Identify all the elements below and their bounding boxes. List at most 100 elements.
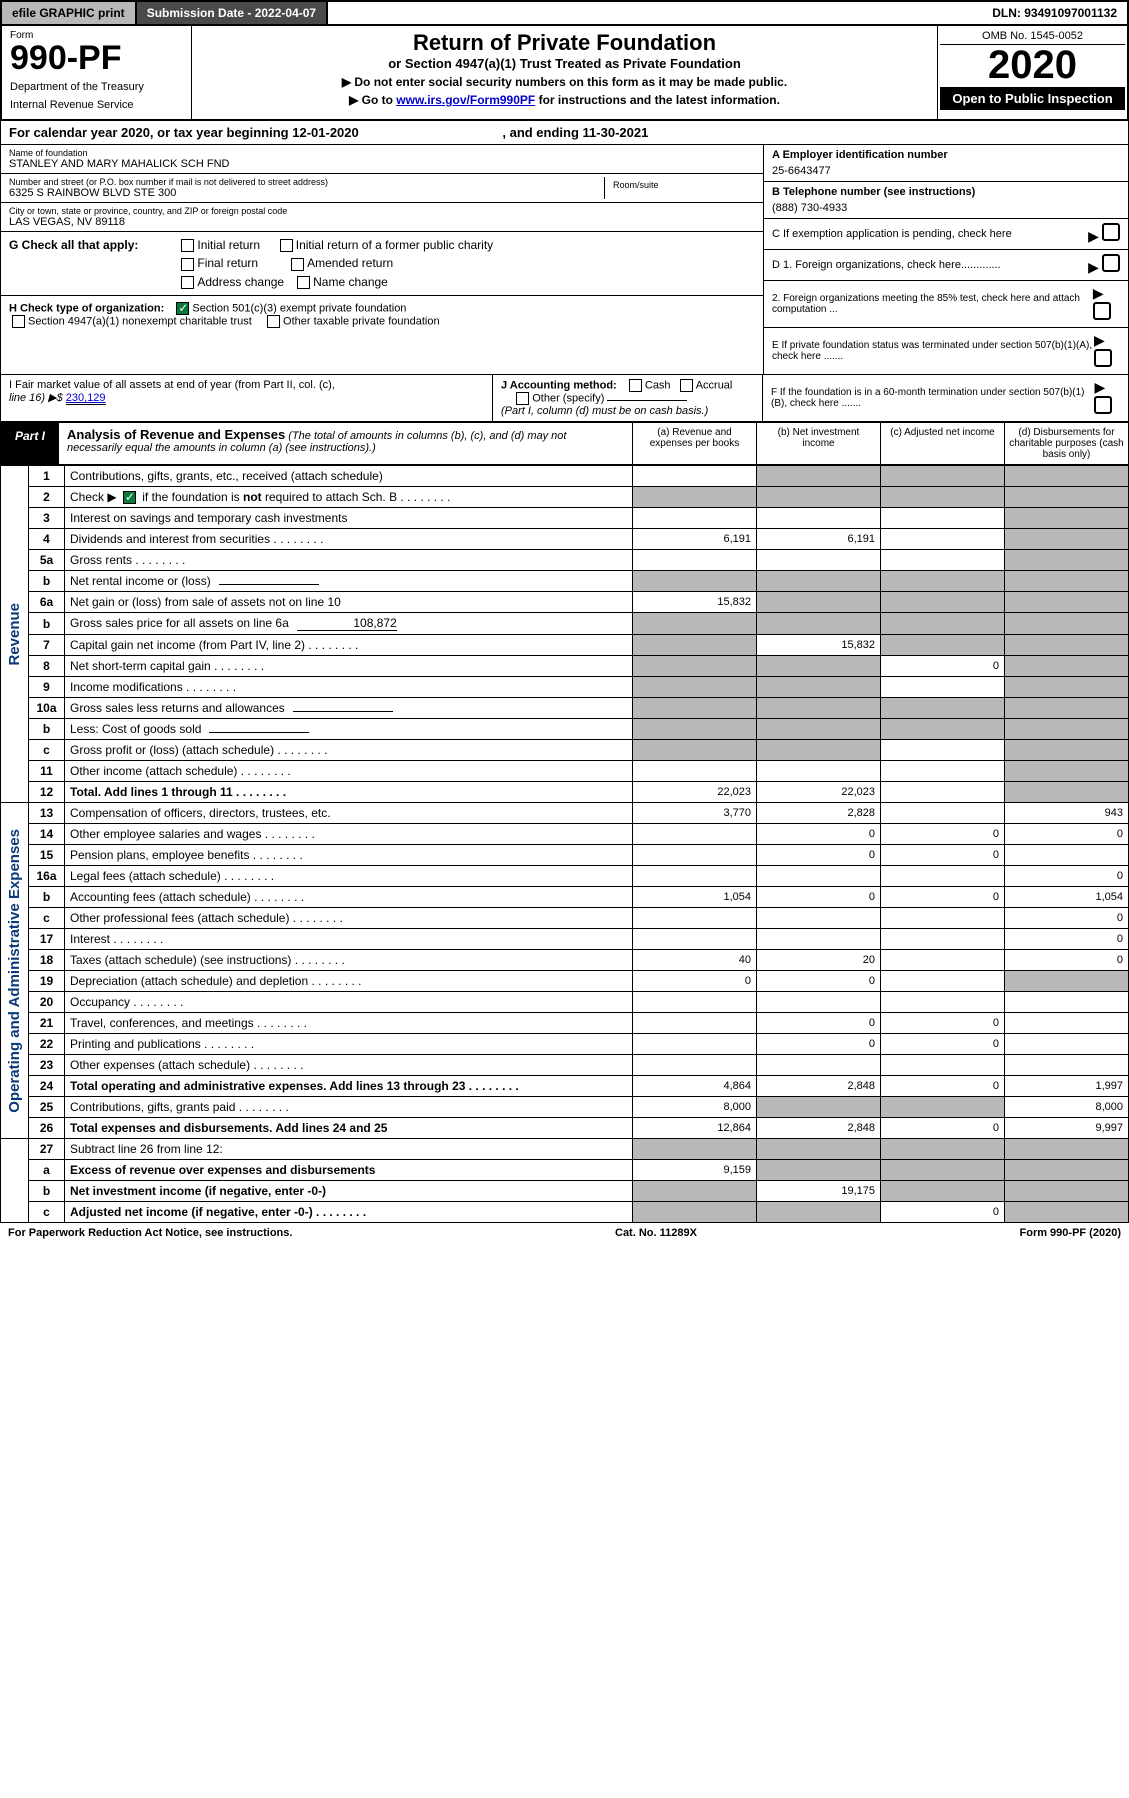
- amount-cell: [881, 950, 1005, 971]
- col-a-header: (a) Revenue and expenses per books: [632, 423, 756, 464]
- amount-cell: [1005, 592, 1129, 613]
- line-number: 22: [29, 1034, 65, 1055]
- submission-date: Submission Date - 2022-04-07: [137, 2, 328, 24]
- accrual-checkbox[interactable]: [680, 379, 693, 392]
- amount-cell: [881, 740, 1005, 761]
- subtitle: or Section 4947(a)(1) Trust Treated as P…: [202, 56, 927, 71]
- j-note: (Part I, column (d) must be on cash basi…: [501, 405, 708, 417]
- line-description: Gross sales price for all assets on line…: [65, 613, 633, 635]
- table-row: 19Depreciation (attach schedule) and dep…: [1, 971, 1129, 992]
- amount-cell: 0: [881, 845, 1005, 866]
- g-label: G Check all that apply:: [9, 238, 138, 252]
- amount-cell: 0: [1005, 929, 1129, 950]
- amount-cell: [1005, 845, 1129, 866]
- amount-cell: [757, 677, 881, 698]
- initial-return-checkbox[interactable]: [181, 239, 194, 252]
- room-label: Room/suite: [613, 180, 747, 190]
- amount-cell: [633, 466, 757, 487]
- table-row: 11Other income (attach schedule) . . . .…: [1, 761, 1129, 782]
- amount-cell: [881, 466, 1005, 487]
- ijf-row: I Fair market value of all assets at end…: [0, 375, 1129, 422]
- irs-label: Internal Revenue Service: [10, 99, 183, 111]
- amount-cell: [1005, 761, 1129, 782]
- amount-cell: [633, 550, 757, 571]
- amount-cell: 4,864: [633, 1076, 757, 1097]
- amount-cell: [881, 719, 1005, 740]
- table-row: 27Subtract line 26 from line 12:: [1, 1139, 1129, 1160]
- amount-cell: [757, 1160, 881, 1181]
- line-number: 13: [29, 803, 65, 824]
- line-description: Occupancy . . . . . . . .: [65, 992, 633, 1013]
- amount-cell: 0: [757, 824, 881, 845]
- amount-cell: [633, 992, 757, 1013]
- table-row: 6aNet gain or (loss) from sale of assets…: [1, 592, 1129, 613]
- amount-cell: 22,023: [633, 782, 757, 803]
- amount-cell: 0: [633, 971, 757, 992]
- amount-cell: [881, 487, 1005, 508]
- amount-cell: [757, 1202, 881, 1223]
- amount-cell: 0: [881, 1034, 1005, 1055]
- line16-label: line 16) ▶$: [9, 392, 66, 404]
- other-method-label: Other (specify): [532, 392, 604, 404]
- amount-cell: [757, 992, 881, 1013]
- final-return-checkbox[interactable]: [181, 258, 194, 271]
- other-method-checkbox[interactable]: [516, 392, 529, 405]
- line16-value[interactable]: 230,129: [66, 392, 106, 405]
- line-number: 12: [29, 782, 65, 803]
- amount-cell: [757, 866, 881, 887]
- schb-checkbox[interactable]: [123, 491, 136, 504]
- amount-cell: 2,848: [757, 1076, 881, 1097]
- f-checkbox[interactable]: [1094, 396, 1112, 414]
- efile-print-button[interactable]: efile GRAPHIC print: [2, 2, 137, 24]
- amount-cell: 40: [633, 950, 757, 971]
- d2-checkbox[interactable]: [1093, 302, 1111, 320]
- line-description: Check ▶ if the foundation is not require…: [65, 487, 633, 508]
- amount-cell: [633, 761, 757, 782]
- d1-checkbox[interactable]: [1102, 254, 1120, 272]
- form990pf-link[interactable]: www.irs.gov/Form990PF: [396, 93, 535, 107]
- line-description: Interest on savings and temporary cash i…: [65, 508, 633, 529]
- 501c3-checkbox[interactable]: [176, 302, 189, 315]
- other-taxable-label: Other taxable private foundation: [283, 315, 440, 327]
- amount-cell: [1005, 698, 1129, 719]
- amount-cell: [881, 508, 1005, 529]
- line-description: Net gain or (loss) from sale of assets n…: [65, 592, 633, 613]
- 4947-checkbox[interactable]: [12, 315, 25, 328]
- d1-label: D 1. Foreign organizations, check here..…: [772, 259, 1001, 271]
- amount-cell: 0: [881, 1013, 1005, 1034]
- name-change-checkbox[interactable]: [297, 276, 310, 289]
- line-description: Printing and publications . . . . . . . …: [65, 1034, 633, 1055]
- amount-cell: [757, 761, 881, 782]
- table-row: 9Income modifications . . . . . . . .: [1, 677, 1129, 698]
- line-number: 4: [29, 529, 65, 550]
- line-description: Accounting fees (attach schedule) . . . …: [65, 887, 633, 908]
- amount-cell: 0: [1005, 950, 1129, 971]
- e-checkbox[interactable]: [1094, 349, 1112, 367]
- amount-cell: [1005, 1055, 1129, 1076]
- amount-cell: 0: [757, 1034, 881, 1055]
- name-change-label: Name change: [313, 275, 388, 289]
- g-section: G Check all that apply: Initial return I…: [1, 232, 763, 296]
- amount-cell: [633, 1055, 757, 1076]
- line-description: Adjusted net income (if negative, enter …: [65, 1202, 633, 1223]
- cash-checkbox[interactable]: [629, 379, 642, 392]
- amount-cell: [1005, 550, 1129, 571]
- amount-cell: 12,864: [633, 1118, 757, 1139]
- table-row: cAdjusted net income (if negative, enter…: [1, 1202, 1129, 1223]
- amount-cell: [1005, 508, 1129, 529]
- line-number: c: [29, 740, 65, 761]
- amount-cell: [633, 908, 757, 929]
- side-spacer: [1, 1139, 29, 1223]
- amount-cell: [633, 1034, 757, 1055]
- address-change-checkbox[interactable]: [181, 276, 194, 289]
- c-checkbox[interactable]: [1102, 223, 1120, 241]
- initial-former-checkbox[interactable]: [280, 239, 293, 252]
- part1-label: Part I: [1, 423, 59, 464]
- initial-return-label: Initial return: [197, 238, 260, 252]
- amended-return-checkbox[interactable]: [291, 258, 304, 271]
- amount-cell: [757, 550, 881, 571]
- other-taxable-checkbox[interactable]: [267, 315, 280, 328]
- ein-value: 25-6643477: [772, 165, 1120, 177]
- line-description: Net short-term capital gain . . . . . . …: [65, 656, 633, 677]
- amount-cell: 0: [757, 845, 881, 866]
